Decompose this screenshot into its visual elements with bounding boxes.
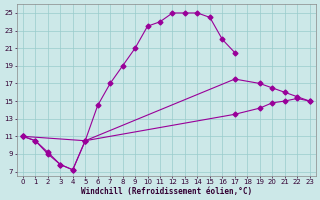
X-axis label: Windchill (Refroidissement éolien,°C): Windchill (Refroidissement éolien,°C) [81,187,252,196]
